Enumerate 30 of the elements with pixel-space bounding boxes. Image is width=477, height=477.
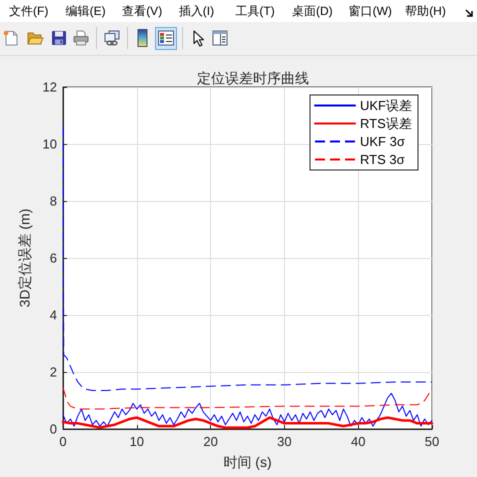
y-tick-label: 12 xyxy=(42,80,57,94)
text: 工具(T) xyxy=(235,4,275,19)
line-series xyxy=(62,387,432,410)
x-tick-label: 40 xyxy=(350,434,366,449)
x-tick-label: 10 xyxy=(130,434,144,449)
y-tick-label: 6 xyxy=(50,250,57,266)
chart-title: 定位误差时序曲线 xyxy=(197,70,309,86)
y-tick-label: 0 xyxy=(50,422,57,436)
x-axis-title: 时间 (s) xyxy=(223,454,272,470)
y-tick-label: 8 xyxy=(50,194,57,208)
legend-label: UKF 3σ xyxy=(360,134,405,149)
text: 查看(V) xyxy=(122,4,162,19)
x-tick-label: 50 xyxy=(424,434,440,449)
x-tick-label: 20 xyxy=(203,434,218,449)
text: 窗口(W) xyxy=(348,4,392,19)
text: 插入(I) xyxy=(178,4,214,19)
y-axis-title: 3D定位误差 (m) xyxy=(16,208,33,308)
line-series xyxy=(62,392,432,427)
y-tick-label: 2 xyxy=(50,364,57,380)
text: 文件(F) xyxy=(9,4,48,19)
legend-label: RTS误差 xyxy=(360,116,412,131)
legend-label: UKF误差 xyxy=(360,98,412,113)
legend-label: RTS 3σ xyxy=(360,152,405,167)
text: 帮助(H) xyxy=(405,4,446,19)
y-tick-label: 10 xyxy=(42,136,57,152)
x-tick-label: 30 xyxy=(277,434,292,449)
text: 桌面(D) xyxy=(292,4,333,19)
x-tick-label: 0 xyxy=(59,434,67,449)
y-tick-label: 4 xyxy=(50,308,57,322)
text: 编辑(E) xyxy=(66,4,106,19)
